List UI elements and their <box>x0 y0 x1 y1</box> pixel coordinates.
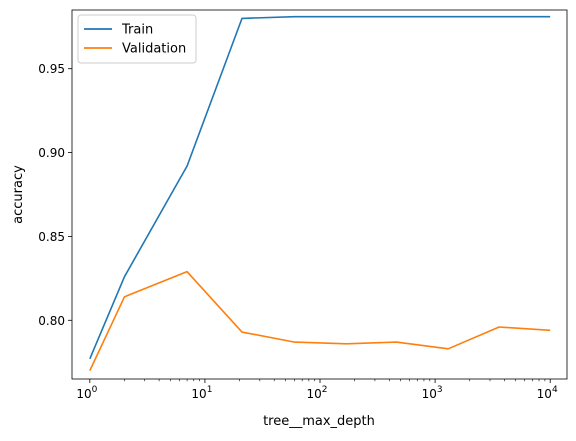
legend: Train Validation <box>77 14 197 64</box>
legend-label-train: Train <box>121 23 153 38</box>
x-tick-label: 101 <box>191 385 212 401</box>
y-tick-label: 0.80 <box>38 314 65 328</box>
legend-box <box>77 14 197 64</box>
plot-background <box>72 10 567 379</box>
x-axis-label: tree__max_depth <box>263 414 375 429</box>
x-ticks: 100 101 102 103 104 <box>76 379 558 401</box>
plot-frame <box>71 9 568 380</box>
series-layer <box>89 15 551 371</box>
x-tick-label: 103 <box>422 385 443 401</box>
y-ticks: 0.80 0.85 0.90 0.95 <box>38 62 72 328</box>
series-line-validation <box>89 270 551 371</box>
y-tick-label: 0.90 <box>38 146 65 160</box>
series-line-train <box>89 15 551 360</box>
x-tick-label: 102 <box>306 385 327 401</box>
x-tick-label: 100 <box>76 385 97 401</box>
axes-layer <box>71 9 568 380</box>
y-tick-label: 0.85 <box>38 230 65 244</box>
y-tick-label: 0.95 <box>38 62 65 76</box>
x-tick-label: 104 <box>537 385 558 401</box>
legend-label-validation: Validation <box>122 42 186 57</box>
y-axis-label: accuracy <box>11 165 26 224</box>
